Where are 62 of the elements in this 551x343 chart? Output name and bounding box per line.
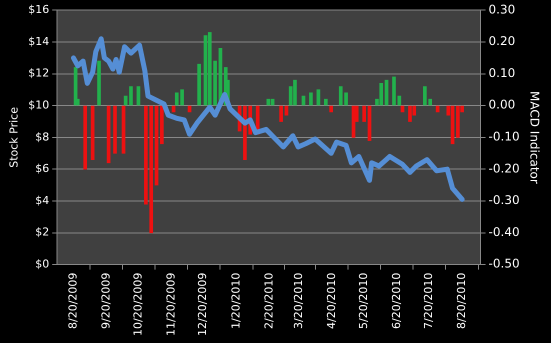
bar [136, 86, 140, 106]
y-axis-title: Stock Price [7, 106, 20, 168]
y2-tick-label: -0.10 [488, 130, 520, 144]
bar [270, 98, 274, 106]
x-tick-label: 1/20/2010 [229, 272, 242, 330]
y2-tick-label: -0.30 [488, 193, 520, 208]
bar [97, 60, 101, 106]
bar [188, 106, 192, 112]
y-tick-label: $16 [28, 3, 50, 16]
bar [293, 80, 297, 106]
y2-tick-label: 0.10 [488, 66, 516, 80]
bar [113, 106, 117, 154]
x-tick-label: 7/20/2010 [422, 272, 435, 330]
bar [329, 106, 333, 112]
bar [90, 106, 94, 160]
x-tick-label: 12/20/2009 [196, 272, 210, 336]
bar [309, 92, 313, 106]
x-tick-label: 3/20/2010 [292, 272, 306, 330]
x-tick-label: 9/20/2009 [99, 272, 112, 330]
y2-tick-label: 0.20 [488, 34, 516, 48]
y-tick-label: $8 [35, 130, 50, 144]
bar [172, 106, 176, 112]
y2-axis-title: MACD Indicator [528, 90, 542, 184]
y-tick-label: $12 [28, 66, 50, 80]
y-tick-label: $10 [28, 98, 50, 112]
y-tick-label: $6 [35, 162, 50, 176]
bar [408, 106, 412, 122]
y2-tick-label: -0.50 [488, 256, 520, 271]
x-tick-label: 2/20/2010 [262, 272, 276, 330]
bar [144, 106, 148, 205]
x-tick-label: 11/20/2009 [164, 272, 178, 336]
bar [428, 98, 432, 106]
y-tick-label: $2 [35, 226, 50, 239]
bar [197, 64, 201, 106]
x-tick-label: 10/20/2009 [131, 272, 144, 336]
x-tick-label: 8/20/2009 [66, 272, 80, 330]
x-tick-label: 4/20/2010 [325, 272, 338, 330]
bar [174, 92, 179, 106]
y-tick-label: $4 [35, 194, 50, 207]
bar [324, 98, 328, 106]
bar [423, 86, 427, 106]
bar [436, 106, 440, 112]
y-tick-label: $0 [35, 257, 50, 270]
bar [316, 89, 320, 106]
y2-tick-label: 0.30 [488, 2, 516, 16]
bar [352, 106, 356, 138]
bar [400, 106, 404, 112]
bar [266, 98, 270, 106]
bar [208, 32, 212, 106]
y2-tick-label: -0.40 [488, 224, 520, 239]
y2-tick-label: -0.20 [488, 161, 520, 176]
y-tick-label: $14 [28, 34, 50, 48]
x-tick-label: 6/20/2010 [390, 272, 404, 330]
bar [83, 106, 88, 170]
bar [302, 96, 306, 106]
x-tick-label: 8/20/2010 [455, 272, 468, 330]
x-tick-label: 5/20/2010 [357, 272, 370, 330]
bar [106, 106, 110, 164]
bar [180, 89, 184, 106]
y2-tick-label: 0.00 [488, 98, 516, 112]
bar [204, 35, 208, 106]
bar [122, 106, 126, 154]
